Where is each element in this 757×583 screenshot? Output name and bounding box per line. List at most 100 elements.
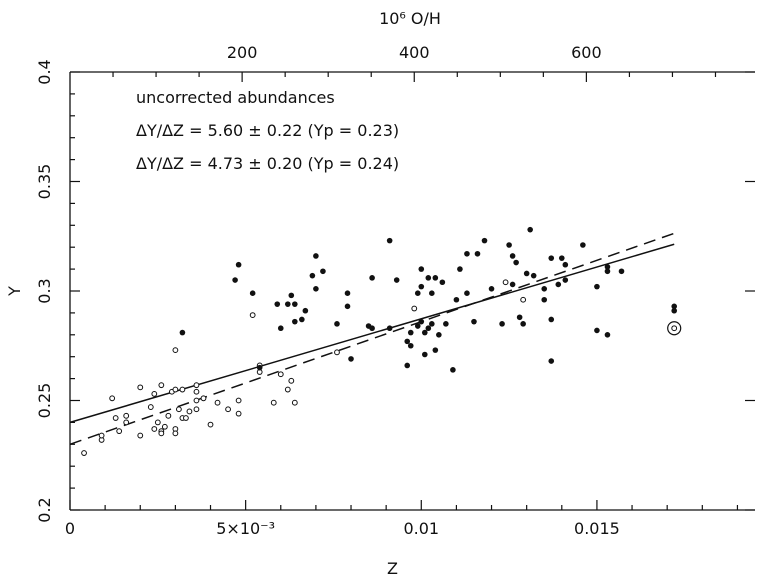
data-point-filled <box>527 226 533 233</box>
data-point-filled <box>418 283 425 290</box>
data-point-filled <box>277 325 284 332</box>
data-point-open <box>225 406 231 413</box>
top-tick-label: 200 <box>227 43 258 62</box>
data-point-open <box>161 423 168 430</box>
data-point-filled <box>288 292 295 299</box>
data-point-filled <box>418 318 425 325</box>
data-point-filled <box>407 342 414 349</box>
data-point-filled <box>594 327 600 334</box>
data-point-filled <box>506 242 512 248</box>
data-point-filled <box>404 338 411 345</box>
data-point-open <box>109 395 116 402</box>
data-point-filled <box>548 316 555 323</box>
data-point-open <box>172 347 179 354</box>
data-point-filled <box>604 332 611 338</box>
data-point-filled <box>429 290 435 296</box>
data-point-open <box>411 305 418 312</box>
top-axis-label: 10⁶ O/H <box>379 9 441 28</box>
data-point-filled <box>386 325 393 332</box>
data-point-filled <box>443 321 449 327</box>
data-point-open <box>502 279 509 286</box>
data-point-filled <box>425 275 432 281</box>
data-point-filled <box>439 279 446 286</box>
data-point-open <box>193 406 200 413</box>
data-point-filled <box>464 250 470 257</box>
data-point-filled <box>274 301 281 307</box>
data-point-filled <box>671 303 678 310</box>
data-point-filled <box>457 266 463 272</box>
data-point-open <box>193 397 200 404</box>
data-point-filled <box>474 250 481 257</box>
data-point-filled <box>558 255 565 261</box>
data-point-filled <box>432 347 439 353</box>
data-point-filled <box>348 356 354 362</box>
data-point-filled <box>513 259 519 266</box>
data-point-filled <box>516 314 523 321</box>
data-point-open <box>520 296 527 303</box>
data-point-open <box>277 371 284 378</box>
data-point-filled <box>671 307 678 314</box>
data-point-open <box>165 412 172 419</box>
y-tick-label: 0.2 <box>35 497 54 522</box>
data-point-open <box>284 386 291 393</box>
x-tick-label: 0 <box>65 519 75 538</box>
data-point-filled <box>232 277 238 283</box>
data-point-open <box>235 410 242 417</box>
data-point-filled <box>450 367 456 373</box>
data-point-filled <box>541 296 548 303</box>
y-axis-label: Y <box>5 286 24 297</box>
data-point-filled <box>471 318 477 325</box>
top-tick-label: 400 <box>399 43 430 62</box>
data-point-filled <box>414 323 421 329</box>
data-point-open <box>123 419 130 426</box>
data-point-open <box>172 386 179 393</box>
data-point-filled <box>393 277 400 283</box>
data-point-open <box>172 430 179 437</box>
data-point-filled <box>418 266 425 272</box>
data-point-open <box>123 412 130 419</box>
data-point-highlight <box>667 321 682 336</box>
data-point-open <box>193 388 200 395</box>
data-point-filled <box>481 237 488 244</box>
data-point-open <box>137 384 144 391</box>
data-point-filled <box>369 275 375 281</box>
data-point-open <box>193 382 200 389</box>
data-point-open <box>158 430 165 437</box>
y-tick-label: 0.4 <box>35 59 54 84</box>
data-point-filled <box>580 242 586 248</box>
x-axis-label: Z <box>387 559 398 578</box>
data-point-filled <box>520 321 526 327</box>
y-tick-label: 0.25 <box>35 383 54 419</box>
data-point-open <box>179 386 186 393</box>
data-point-open <box>214 399 221 406</box>
data-point-filled <box>530 272 537 279</box>
data-point-open <box>249 312 256 318</box>
data-point-filled <box>594 283 600 290</box>
data-point-filled <box>429 321 435 327</box>
data-point-filled <box>344 303 351 310</box>
data-point-open <box>137 432 144 439</box>
data-point-filled <box>464 290 470 296</box>
data-point-filled <box>488 286 495 292</box>
data-point-filled <box>499 321 505 327</box>
data-point-open <box>186 408 193 415</box>
data-point-open <box>147 404 154 410</box>
data-point-filled <box>432 275 439 281</box>
data-point-filled <box>421 329 428 336</box>
data-point-filled <box>425 325 432 332</box>
data-point-filled <box>509 281 516 288</box>
data-point-open <box>235 397 242 404</box>
data-point-open <box>175 406 182 413</box>
annotation-text: uncorrected abundances <box>136 88 335 107</box>
data-point-open <box>270 399 277 406</box>
data-point-filled <box>604 264 611 270</box>
data-point-open <box>671 325 678 332</box>
data-point-filled <box>302 307 309 314</box>
data-point-filled <box>256 364 263 371</box>
data-point-filled <box>309 272 316 279</box>
data-point-open <box>291 399 298 406</box>
data-point-filled <box>292 318 298 325</box>
data-point-filled <box>618 268 625 275</box>
data-point-filled <box>436 332 442 338</box>
data-point-filled <box>404 362 411 369</box>
